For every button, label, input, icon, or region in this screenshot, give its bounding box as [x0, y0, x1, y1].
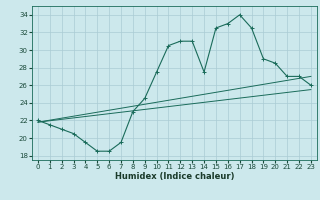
X-axis label: Humidex (Indice chaleur): Humidex (Indice chaleur) [115, 172, 234, 181]
